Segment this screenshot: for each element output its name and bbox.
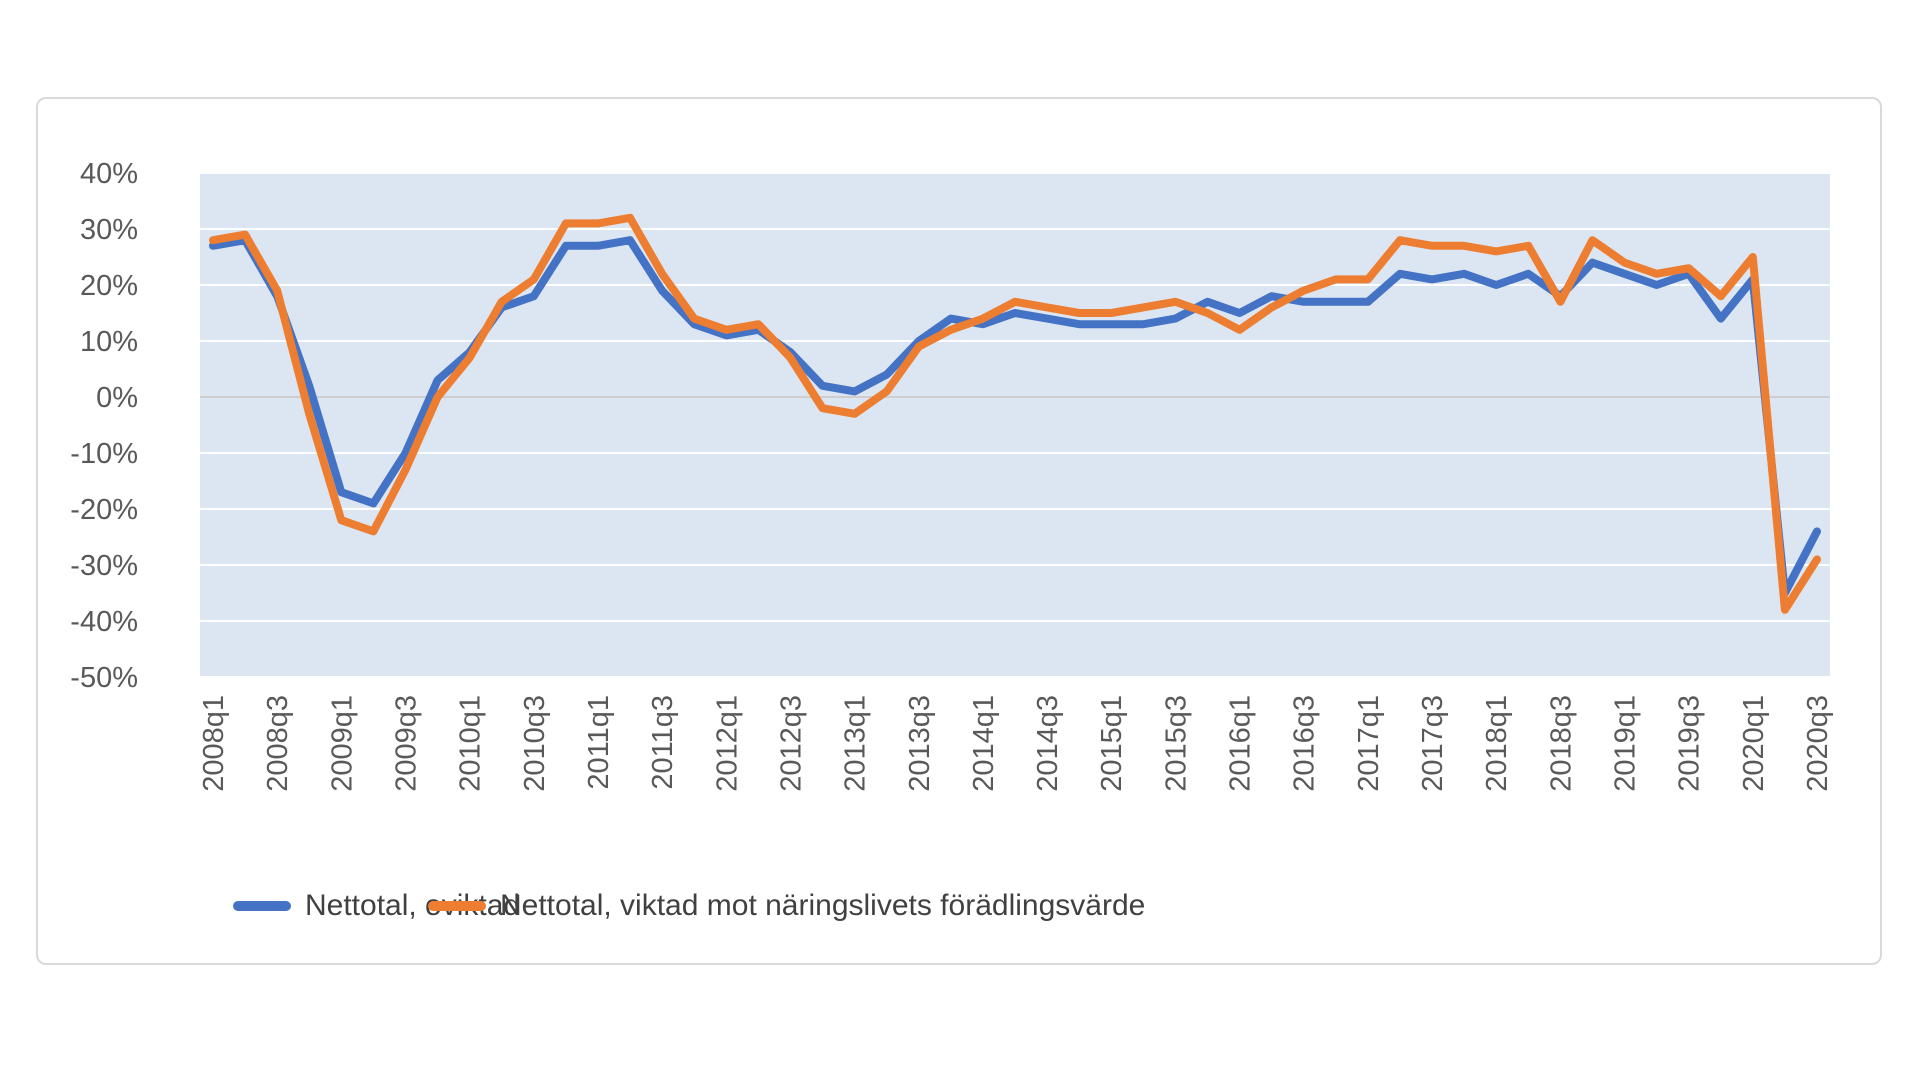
x-tick-label: 2013q1 (840, 695, 872, 792)
legend-swatch-orange (428, 901, 486, 911)
y-tick-label: -40% (70, 606, 138, 638)
x-tick-label: 2011q1 (583, 695, 615, 790)
y-tick-label: -20% (70, 494, 138, 526)
x-tick-label: 2020q1 (1738, 695, 1770, 792)
x-tick-label: 2014q3 (1032, 695, 1064, 792)
legend-item-viktad: Nettotal, viktad mot näringslivets föräd… (428, 884, 1145, 928)
x-tick-label: 2018q1 (1481, 695, 1513, 792)
x-tick-label: 2008q1 (198, 695, 230, 792)
y-tick-label: -10% (70, 438, 138, 470)
x-tick-label: 2019q3 (1674, 695, 1706, 792)
y-tick-label: 40% (80, 158, 138, 190)
x-tick-label: 2018q3 (1545, 695, 1577, 792)
x-tick-label: 2017q3 (1417, 695, 1449, 792)
y-tick-label: -30% (70, 550, 138, 582)
legend-label-viktad: Nettotal, viktad mot näringslivets föräd… (500, 889, 1146, 922)
x-tick-label: 2012q1 (711, 695, 743, 792)
x-tick-label: 2010q1 (455, 695, 487, 792)
x-tick-label: 2015q1 (1096, 695, 1128, 792)
legend-swatch-blue (233, 901, 291, 911)
x-tick-label: 2016q1 (1225, 695, 1257, 792)
chart-legend: Nettotal, oviktad Nettotal, viktad mot n… (0, 884, 1920, 928)
x-tick-label: 2017q1 (1353, 695, 1385, 792)
y-tick-label: -50% (70, 662, 138, 694)
x-tick-label: 2015q3 (1160, 695, 1192, 792)
x-tick-label: 2009q1 (326, 695, 358, 792)
x-tick-label: 2011q3 (647, 695, 679, 790)
x-tick-label: 2014q1 (968, 695, 1000, 792)
y-tick-label: 10% (80, 326, 138, 358)
x-tick-label: 2019q1 (1610, 695, 1642, 792)
y-tick-label: 20% (80, 270, 138, 302)
x-tick-label: 2009q3 (390, 695, 422, 792)
x-tick-label: 2013q3 (904, 695, 936, 792)
y-tick-label: 30% (80, 214, 138, 246)
x-tick-label: 2020q3 (1802, 695, 1834, 792)
x-tick-label: 2008q3 (262, 695, 294, 792)
y-tick-label: 0% (96, 382, 138, 414)
x-tick-label: 2016q3 (1289, 695, 1321, 792)
series-line-viktad (209, 213, 1821, 614)
x-tick-label: 2012q3 (775, 695, 807, 792)
x-tick-label: 2010q3 (519, 695, 551, 792)
plot-area-bg (200, 173, 1830, 677)
